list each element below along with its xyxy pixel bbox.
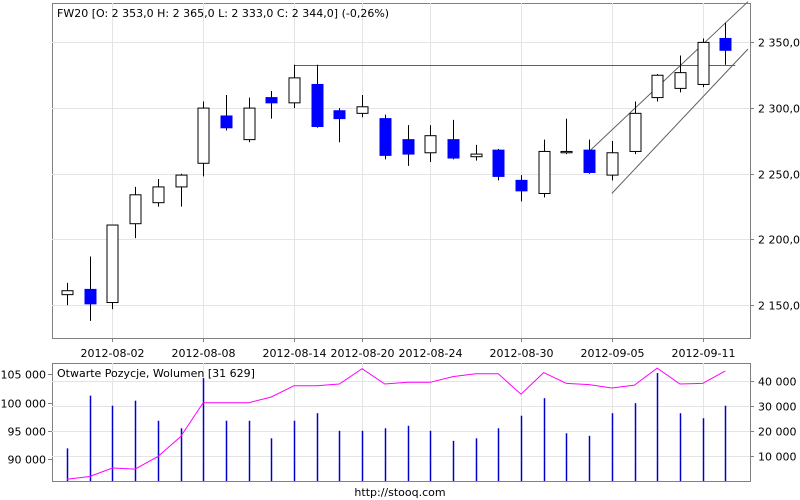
candle [106, 224, 119, 310]
candle [447, 119, 460, 160]
candle [629, 101, 642, 155]
candle-body [515, 179, 528, 192]
candle [265, 91, 278, 119]
x-tick-label: 2012-08-30 [490, 347, 554, 360]
candle [84, 256, 97, 321]
open-interest-line [66, 367, 726, 480]
volume-chart-title: Otwarte Pozycje, Wolumen [31 629] [57, 367, 255, 380]
volume-y-tick-label: 10 000 [758, 451, 797, 464]
price-y-axis: 2 150,0 2 200,0 2 250,0 2 300,0 2 350,0 [750, 37, 800, 313]
volume-bars [66, 373, 727, 481]
candle-body [538, 150, 551, 194]
candle-body [697, 41, 710, 85]
candle-body [719, 37, 732, 51]
candle [492, 148, 505, 181]
price-chart-title: FW20 [O: 2 353,0 H: 2 365,0 L: 2 333,0 C… [57, 7, 389, 20]
price-y-tick-label: 2 150,0 [758, 300, 800, 313]
candle-body [356, 106, 369, 114]
candle-body [606, 152, 619, 176]
candle [606, 140, 619, 181]
candle-body [265, 97, 278, 104]
candle-body [560, 150, 573, 154]
candle-body [288, 77, 301, 104]
open-interest-y-tick-label: 105 000 [1, 369, 47, 382]
price-grid [52, 3, 750, 338]
price-y-tick-label: 2 300,0 [758, 103, 800, 116]
candle-body [61, 290, 74, 296]
open-interest-y-tick-label: 90 000 [8, 454, 47, 467]
candle-body [402, 139, 415, 155]
volume-y-axis: 10 000 20 000 30 000 40 000 [750, 376, 797, 464]
candle [651, 73, 664, 102]
candle [311, 64, 324, 128]
candle [356, 94, 369, 118]
candle-body [333, 110, 346, 120]
candle-body [651, 74, 664, 99]
open-interest-y-tick-label: 95 000 [8, 426, 47, 439]
candle [560, 118, 573, 155]
volume-y-tick-label: 40 000 [758, 376, 797, 389]
x-tick-label: 2012-09-11 [672, 347, 736, 360]
candle-body [243, 107, 256, 141]
x-tick-label: 2012-09-05 [581, 347, 645, 360]
candle [197, 101, 210, 177]
candle [220, 94, 233, 131]
x-tick-label: 2012-08-08 [172, 347, 236, 360]
candle [538, 139, 551, 198]
open-interest-y-axis: 90 000 95 000 100 000 105 000 [1, 369, 52, 467]
x-tick-label: 2012-08-24 [399, 347, 463, 360]
x-tick-label: 2012-08-20 [331, 347, 395, 360]
candle-body [424, 135, 437, 154]
price-y-tick-label: 2 200,0 [758, 234, 800, 247]
candle-body [152, 186, 165, 204]
candle-body [106, 224, 119, 304]
open-interest-polyline [66, 367, 726, 480]
candle [424, 125, 437, 162]
trend-channel-line [611, 48, 749, 194]
candle-body [379, 118, 392, 156]
candle [61, 282, 74, 306]
price-panel-frame [52, 3, 751, 339]
candle-body [447, 139, 460, 159]
candle [379, 114, 392, 160]
candle [152, 179, 165, 207]
candle-body [674, 72, 687, 89]
source-url[interactable]: http://stooq.com [354, 486, 445, 499]
candle-body [470, 153, 483, 158]
candle-body [197, 107, 210, 164]
candle [719, 22, 732, 65]
trend-channel-line [588, 1, 749, 152]
candle-body [175, 174, 188, 188]
candle-body [492, 149, 505, 177]
x-tick-label: 2012-08-02 [81, 347, 145, 360]
candle-body [220, 115, 233, 129]
candle-body [84, 288, 97, 305]
candle-body [311, 83, 324, 127]
candle [583, 139, 596, 174]
candle [288, 64, 301, 109]
candle-body [129, 194, 142, 225]
candle [175, 173, 188, 207]
candle [402, 125, 415, 166]
open-interest-y-tick-label: 100 000 [1, 398, 47, 411]
candle [697, 38, 710, 88]
candle-body [583, 149, 596, 173]
price-annotations [294, 1, 749, 194]
price-y-tick-label: 2 350,0 [758, 37, 800, 50]
x-axis: 2012-08-02 2012-08-08 2012-08-14 2012-08-20… [81, 338, 736, 360]
candle-body [629, 112, 642, 152]
volume-y-tick-label: 20 000 [758, 426, 797, 439]
price-candles [61, 22, 732, 321]
volume-y-tick-label: 30 000 [758, 401, 797, 414]
x-tick-label: 2012-08-14 [263, 347, 327, 360]
candle [333, 108, 346, 143]
candle [515, 175, 528, 202]
candle [129, 186, 142, 239]
candle [470, 144, 483, 161]
price-y-tick-label: 2 250,0 [758, 169, 800, 182]
candle [674, 55, 687, 93]
candle [243, 97, 256, 143]
